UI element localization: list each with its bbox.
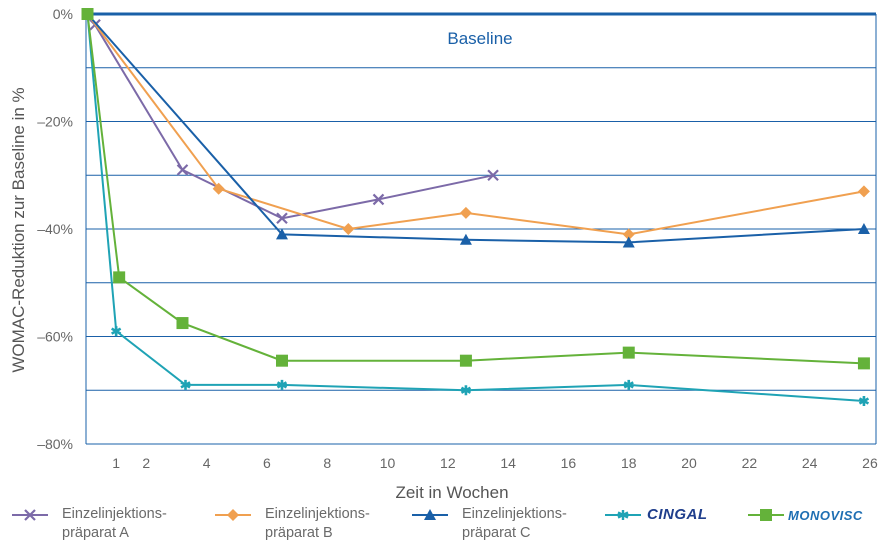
- legend-symbol-x: [12, 509, 48, 521]
- y-tick-label: –20%: [37, 114, 73, 130]
- data-point: [342, 223, 355, 235]
- x-tick-label: 1: [112, 455, 120, 471]
- legend-symbol-triangle: [412, 509, 448, 520]
- x-tick-label: 4: [203, 455, 211, 471]
- data-point: [622, 228, 635, 241]
- y-tick-label: 0%: [53, 6, 73, 22]
- x-tick-label: 20: [681, 455, 697, 471]
- grid: [86, 67, 876, 391]
- data-point: [858, 396, 870, 406]
- legend-label-a-line2: präparat A: [62, 525, 129, 541]
- legend: Einzelinjektions- präparat A Einzelinjek…: [0, 505, 881, 545]
- data-point: [180, 379, 191, 390]
- data-point: [857, 223, 870, 234]
- data-point: [459, 206, 472, 219]
- data-point: [212, 182, 225, 195]
- series-line: [86, 13, 865, 236]
- data-point: [276, 212, 288, 225]
- legend-label-c-line2: präparat C: [462, 525, 531, 541]
- line-chart: Baseline 0%–20%–40%–60%–80% 1 2 4 6 8 10 12 14 1…: [9, 6, 878, 502]
- x-tick-label: 24: [802, 455, 818, 471]
- legend-label-a-line1: Einzelinjektions-: [62, 506, 167, 522]
- x-tick-label: 16: [561, 455, 577, 471]
- x-tick-label: 12: [440, 455, 456, 471]
- data-point: [176, 317, 189, 330]
- data-point: [459, 354, 472, 367]
- data-point: [622, 346, 635, 359]
- data-point: [857, 357, 870, 370]
- legend-label-c: Einzelinjektions- präparat C: [462, 505, 567, 543]
- series-0: [81, 8, 499, 225]
- series-line: [86, 13, 864, 365]
- data-point: [857, 185, 870, 198]
- legend-label-b: Einzelinjektions- präparat B: [265, 505, 370, 543]
- series-line: [86, 13, 864, 402]
- data-point: [623, 379, 634, 390]
- x-tick-label: 8: [323, 455, 331, 471]
- x-axis-label: Zeit in Wochen: [395, 483, 508, 502]
- x-tick-label: 2: [142, 455, 150, 471]
- x-tick-label: 26: [862, 455, 878, 471]
- data-point: [275, 354, 288, 367]
- data-point: [460, 385, 472, 396]
- y-tick-label: –60%: [37, 329, 73, 345]
- legend-label-b-line1: Einzelinjektions-: [265, 506, 370, 522]
- data-point: [111, 326, 122, 337]
- data-point: [487, 169, 499, 182]
- legend-label-b-line2: präparat B: [265, 525, 333, 541]
- x-tick-label: 22: [742, 455, 758, 471]
- series-line: [86, 13, 494, 220]
- monovisc-logo: MONOVISC: [788, 508, 863, 523]
- series-line: [86, 13, 864, 244]
- data-point: [622, 236, 635, 248]
- data-point: [113, 271, 126, 284]
- x-tick-label: 6: [263, 455, 271, 471]
- series-group: [81, 8, 870, 406]
- y-tick-label: –80%: [37, 436, 73, 452]
- data-point: [81, 8, 94, 20]
- legend-symbol-square: [748, 509, 784, 521]
- data-point: [459, 233, 472, 245]
- y-tick-label: –40%: [37, 221, 73, 237]
- data-point: [176, 164, 189, 176]
- legend-label-c-line1: Einzelinjektions-: [462, 506, 567, 522]
- x-tick-label: 10: [380, 455, 396, 471]
- series-3: [82, 9, 870, 406]
- legend-symbol-diamond: [215, 509, 251, 521]
- y-axis-label: WOMAC-Reduktion zur Baseline in %: [9, 87, 28, 372]
- data-point: [372, 193, 385, 206]
- data-point: [275, 228, 288, 240]
- data-point: [276, 379, 288, 390]
- y-tick-labels: 0% –20% –40% –60% –80%: [37, 6, 73, 452]
- baseline-label: Baseline: [447, 29, 512, 48]
- legend-label-a: Einzelinjektions- präparat A: [62, 505, 167, 543]
- series-4: [81, 8, 870, 370]
- legend-symbol-star: [605, 510, 641, 520]
- x-tick-label: 14: [500, 455, 516, 471]
- cingal-logo: CINGAL: [647, 506, 708, 523]
- x-tick-label: 18: [621, 455, 637, 471]
- x-tick-labels: 1 2 4 6 8 10 12 14 16 18 20 22 24 26: [112, 455, 878, 471]
